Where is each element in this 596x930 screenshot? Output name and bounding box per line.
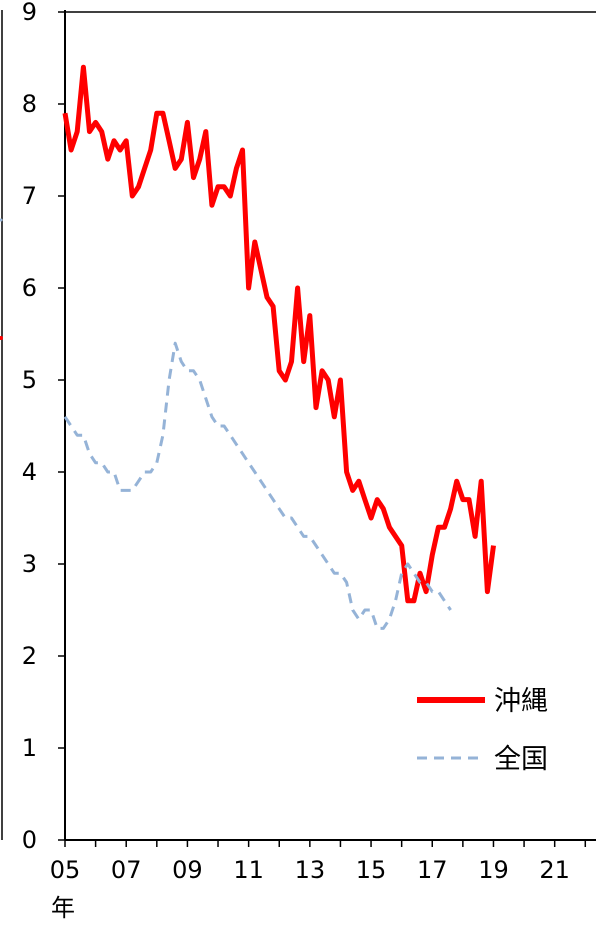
x-tick-label: 19 <box>478 856 509 884</box>
y-tick-label: 1 <box>22 734 37 762</box>
x-tick-label: 09 <box>172 856 203 884</box>
left-clipped-chart-edge <box>0 10 3 840</box>
legend-label-national: 全国 <box>494 744 548 775</box>
left-panel-blue-mark <box>0 218 3 222</box>
x-tick-label: 21 <box>539 856 570 884</box>
x-axis-ticks: 05 07 09 11 13 15 17 19 21 <box>50 840 587 884</box>
series-okinawa-line <box>62 64 496 604</box>
y-axis-ticks: 0 1 2 3 4 5 6 7 8 9 <box>22 0 65 854</box>
left-panel-red-mark <box>0 336 3 340</box>
y-tick-label: 3 <box>22 550 37 578</box>
x-tick-label: 05 <box>50 856 81 884</box>
y-tick-label: 7 <box>22 182 37 210</box>
x-axis-unit-label: 年 <box>51 894 75 922</box>
y-tick-label: 8 <box>22 90 37 118</box>
series-lines <box>62 64 496 630</box>
series-national-line <box>63 341 452 630</box>
y-tick-label: 5 <box>22 366 37 394</box>
y-tick-label: 6 <box>22 274 37 302</box>
x-tick-label: 17 <box>417 856 448 884</box>
x-tick-label: 11 <box>233 856 264 884</box>
x-tick-label: 07 <box>111 856 142 884</box>
legend-label-okinawa: 沖縄 <box>494 686 548 717</box>
y-tick-label: 4 <box>22 458 37 486</box>
x-tick-label: 13 <box>295 856 326 884</box>
y-tick-label: 0 <box>22 826 37 854</box>
x-tick-label: 15 <box>356 856 387 884</box>
axes <box>64 10 596 841</box>
y-tick-label: 2 <box>22 642 37 670</box>
legend: 沖縄 全国 <box>417 686 548 775</box>
y-tick-label: 9 <box>22 0 37 26</box>
